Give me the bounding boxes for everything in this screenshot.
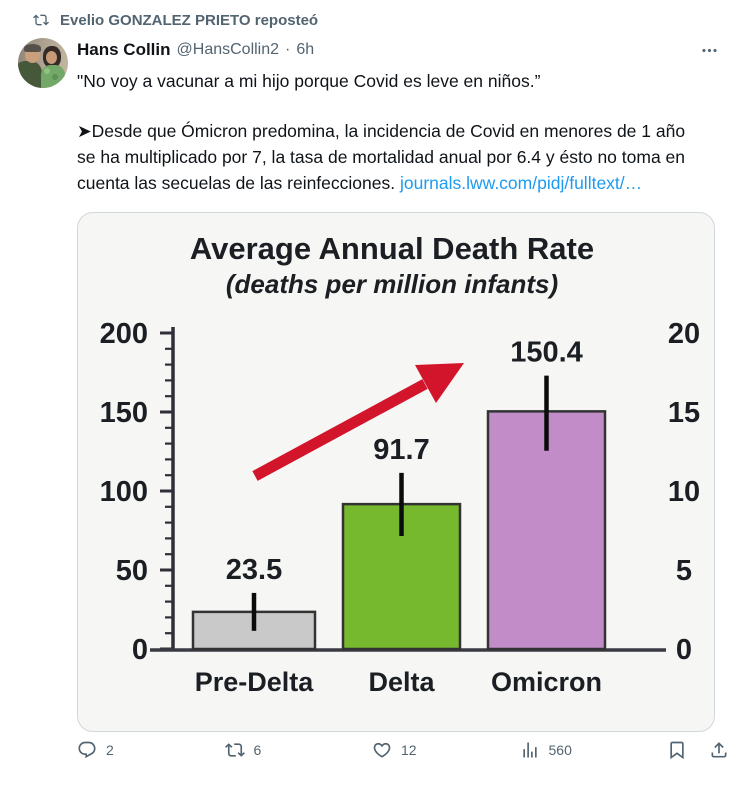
bookmark-icon [670, 741, 684, 760]
repost-banner: Evelio GONZALEZ PRIETO reposteó [0, 0, 748, 32]
svg-text:20: 20 [668, 318, 700, 350]
svg-text:15: 15 [668, 397, 700, 429]
tweet-text-paragraph-2: ➤Desde que Ómicron predomina, la inciden… [77, 118, 707, 196]
tweet-text-body: ➤Desde que Ómicron predomina, la inciden… [77, 121, 686, 193]
external-link-part-2[interactable]: /pidj/fulltext/… [532, 173, 643, 193]
like-button[interactable]: 12 [372, 740, 520, 760]
reply-count: 2 [106, 742, 114, 758]
avatar-photo-shape [24, 44, 41, 52]
svg-text:Omicron: Omicron [491, 667, 602, 697]
svg-text:23.5: 23.5 [226, 554, 282, 586]
bookmark-button[interactable] [667, 740, 687, 760]
svg-text:Delta: Delta [368, 667, 435, 697]
views-bars-icon [522, 742, 537, 758]
avatar-photo-shape [18, 61, 42, 88]
author-handle[interactable]: @HansCollin2 [176, 41, 280, 58]
svg-text:Pre-Delta: Pre-Delta [195, 667, 315, 697]
repost-icon [224, 743, 245, 757]
view-count: 560 [548, 742, 572, 758]
svg-text:150.4: 150.4 [510, 337, 583, 369]
svg-text:10: 10 [668, 476, 700, 508]
svg-text:150: 150 [100, 397, 148, 429]
meta-separator: · [285, 41, 291, 58]
svg-text:5: 5 [676, 555, 692, 587]
repost-count: 6 [253, 742, 262, 758]
svg-text:50: 50 [116, 555, 148, 587]
avatar-photo-shape [41, 65, 65, 88]
tweet-header: Hans Collin @HansCollin2 · 6h [77, 38, 731, 62]
share-icon [711, 742, 727, 758]
svg-text:91.7: 91.7 [373, 434, 429, 466]
svg-text:(deaths per million infants): (deaths per million infants) [226, 269, 558, 299]
svg-text:200: 200 [100, 318, 148, 350]
svg-text:0: 0 [676, 634, 692, 666]
svg-text:Average Annual Death Rate: Average Annual Death Rate [190, 231, 594, 266]
svg-text:100: 100 [100, 476, 148, 508]
external-link-part-1[interactable]: journals.lww.com [399, 173, 533, 193]
repost-button[interactable]: 6 [224, 740, 373, 760]
like-count: 12 [401, 742, 417, 758]
avatar[interactable] [18, 38, 68, 88]
repost-banner-text[interactable]: Evelio GONZALEZ PRIETO reposteó [60, 11, 319, 29]
timestamp[interactable]: 6h [296, 41, 315, 58]
reply-button[interactable]: 2 [77, 740, 225, 760]
reply-icon [78, 741, 96, 759]
tweet-text-paragraph-1: "No voy a vacunar a mi hijo porque Covid… [77, 71, 541, 91]
repost-icon [33, 14, 49, 26]
views-button[interactable]: 560 [520, 740, 668, 760]
more-button[interactable] [700, 41, 719, 60]
svg-text:0: 0 [132, 634, 148, 666]
more-dots-icon [702, 48, 717, 52]
heart-icon [373, 742, 391, 758]
death-rate-bar-chart: Average Annual Death Rate(deaths per mil… [100, 231, 701, 697]
share-button[interactable] [709, 740, 729, 760]
avatar-photo-shape [46, 51, 57, 64]
author-name[interactable]: Hans Collin [77, 40, 171, 59]
embedded-chart-image[interactable]: Average Annual Death Rate (deaths per mil… [77, 212, 715, 732]
action-bar: 2 6 12 560 [77, 740, 731, 760]
